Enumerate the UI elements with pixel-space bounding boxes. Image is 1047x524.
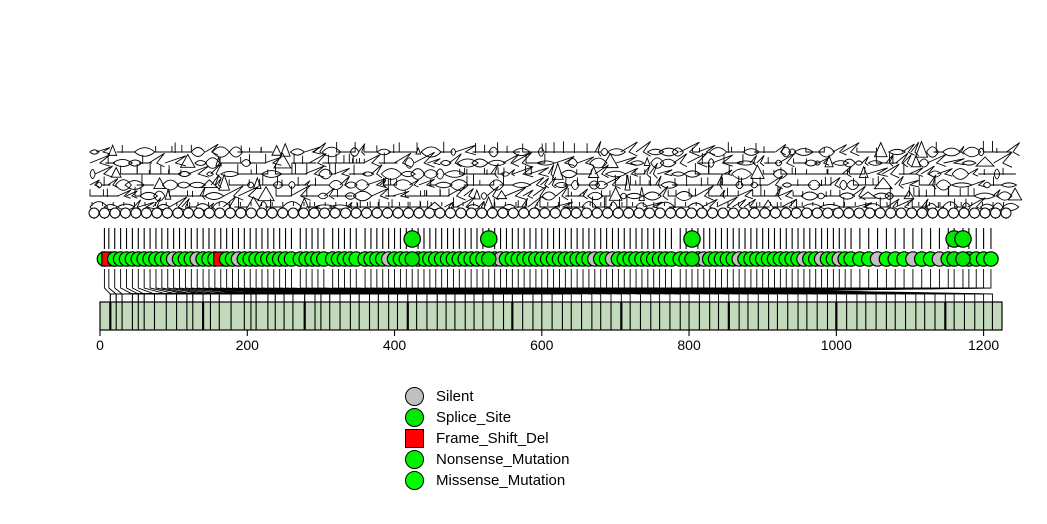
legend-swatch-frame-shift-del-icon (405, 429, 424, 448)
domain-connector-lines (103, 269, 993, 302)
label-anchor-circles (88, 207, 1012, 219)
x-axis-tick-label: 1000 (821, 337, 852, 353)
x-axis-tick-label: 0 (96, 337, 104, 353)
x-axis: 0 200 400 600 800 1000 1200 (96, 329, 1002, 353)
legend-item-frame-shift-del: Frame_Shift_Del (405, 428, 569, 449)
legend-label-silent: Silent (436, 388, 474, 405)
legend: Silent Splice_Site Frame_Shift_Del Nonse… (405, 386, 569, 491)
legend-label-splice-site: Splice_Site (436, 409, 512, 426)
legend-item-missense-mutation: Missense_Mutation (405, 470, 569, 491)
protein-domain-bar (99, 301, 1003, 331)
x-axis-tick-label: 800 (677, 337, 701, 353)
legend-swatch-nonsense-mutation-icon (405, 450, 424, 469)
legend-swatch-splice-site-icon (405, 408, 424, 427)
legend-label-missense-mutation: Missense_Mutation (436, 472, 566, 489)
x-axis-tick-label: 200 (236, 337, 260, 353)
domain-tick-marks (109, 302, 993, 330)
lollipop-markers (96, 230, 999, 267)
legend-item-silent: Silent (405, 386, 569, 407)
legend-item-nonsense-mutation: Nonsense_Mutation (405, 449, 569, 470)
legend-label-nonsense-mutation: Nonsense_Mutation (436, 451, 570, 468)
legend-label-frame-shift-del: Frame_Shift_Del (436, 430, 549, 447)
x-axis-tick-label: 600 (530, 337, 554, 353)
rotated-mutation-labels (89, 140, 1023, 213)
legend-swatch-missense-mutation-icon (405, 471, 424, 490)
legend-swatch-silent-icon (405, 387, 424, 406)
x-axis-tick-label: 400 (383, 337, 407, 353)
legend-item-splice-site: Splice_Site (405, 407, 569, 428)
x-axis-tick-label: 1200 (968, 337, 999, 353)
